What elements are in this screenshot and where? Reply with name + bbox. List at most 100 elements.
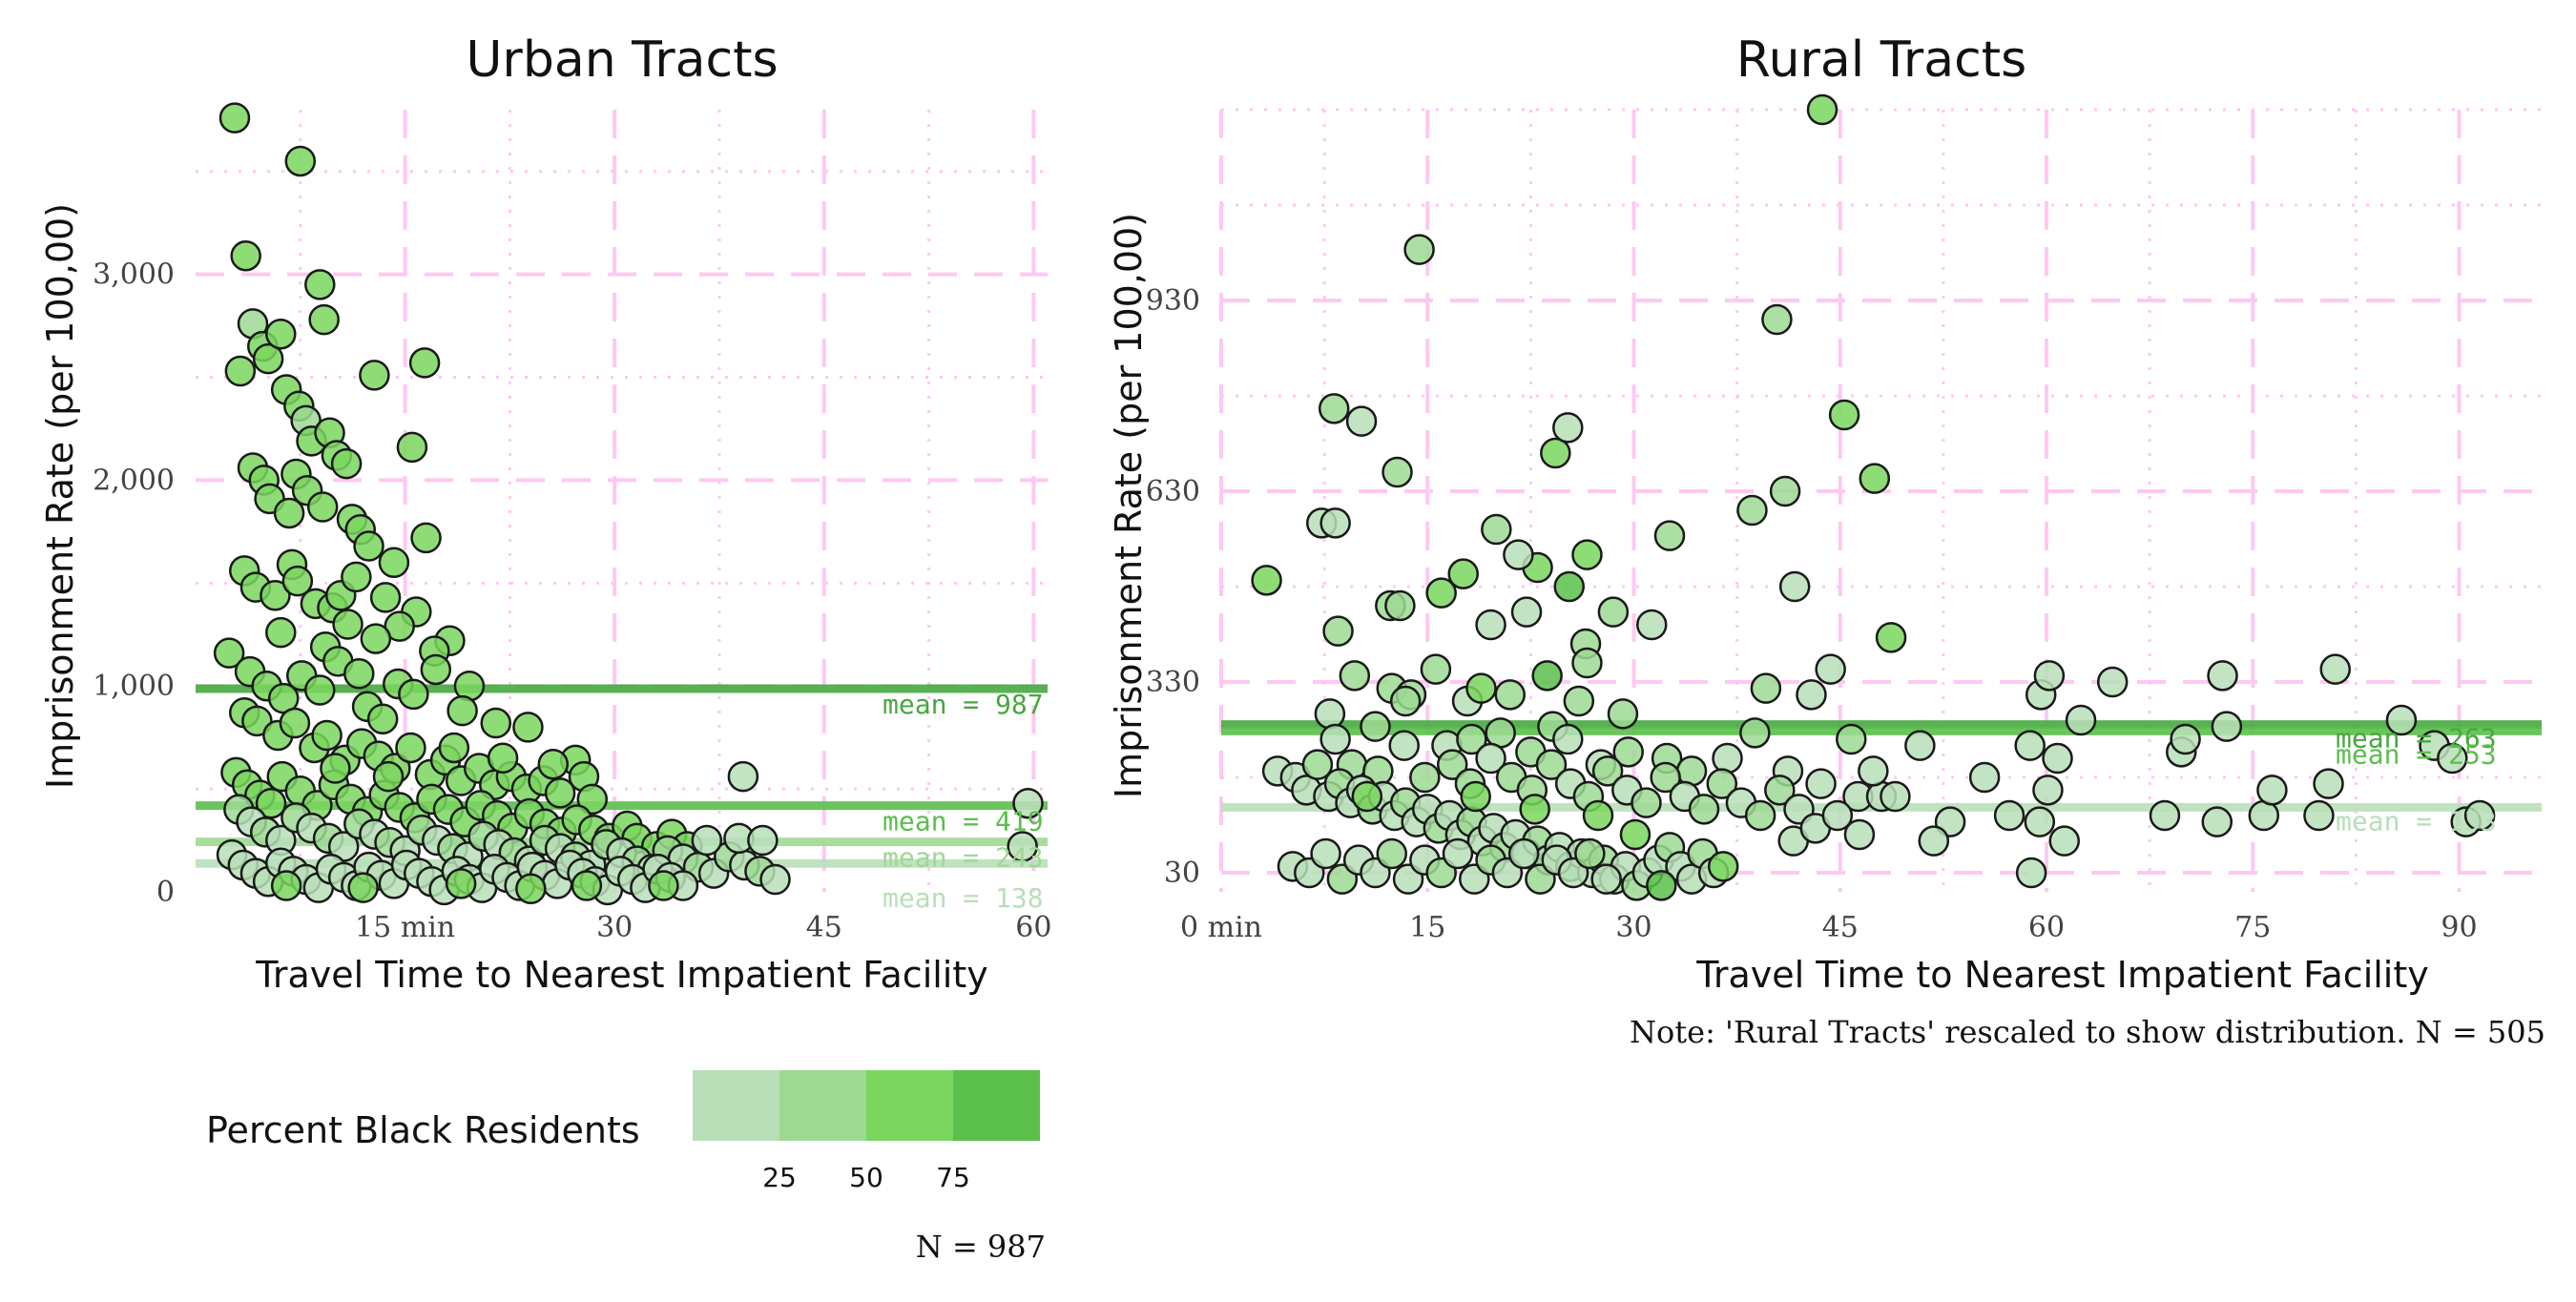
data-point	[1563, 685, 1595, 717]
legend-color-bin	[779, 1070, 866, 1141]
data-point	[332, 609, 364, 640]
data-point	[1815, 653, 1846, 685]
data-point	[1875, 622, 1907, 653]
rural-points	[1251, 93, 2496, 901]
data-point	[281, 565, 314, 597]
data-point	[378, 547, 410, 578]
data-point	[1481, 513, 1512, 546]
data-point	[1769, 475, 1801, 507]
urban-title: Urban Tracts	[466, 31, 778, 89]
data-point	[2149, 799, 2181, 832]
mean-label: mean = 253	[2336, 738, 2497, 770]
data-point	[2211, 711, 2243, 742]
data-point	[571, 870, 603, 901]
data-point	[1388, 730, 1420, 761]
data-point	[1646, 870, 1677, 901]
data-point	[1460, 780, 1491, 813]
data-point	[306, 491, 339, 523]
data-point	[320, 753, 351, 784]
data-point	[343, 658, 375, 690]
urban-y-ticks: 0 1,000 2,000 3,000	[93, 258, 175, 909]
data-point	[224, 355, 257, 387]
data-point	[1447, 558, 1479, 589]
data-point	[284, 145, 317, 177]
data-point	[2042, 742, 2073, 775]
data-point	[480, 707, 511, 739]
data-point	[1552, 723, 1584, 755]
data-point	[2207, 660, 2238, 692]
data-point	[1510, 596, 1543, 628]
x-tick-label: 30	[1615, 911, 1652, 944]
data-point	[1420, 653, 1452, 685]
x-tick-label: 15 min	[355, 911, 455, 944]
data-point	[1345, 405, 1378, 437]
data-point	[1619, 818, 1652, 851]
data-point	[445, 868, 477, 899]
data-point	[438, 732, 470, 764]
legend-color-bin	[693, 1070, 779, 1141]
data-point	[1612, 736, 1644, 768]
data-point	[1796, 679, 1827, 711]
data-point	[213, 637, 245, 669]
data-point	[544, 777, 576, 809]
data-point	[1251, 565, 1282, 596]
data-point	[537, 748, 570, 780]
data-point	[1553, 570, 1585, 603]
legend-color-bin	[866, 1070, 953, 1141]
x-tick-label: 75	[2234, 911, 2271, 944]
data-point	[1607, 698, 1639, 730]
data-point	[420, 653, 452, 686]
data-point	[727, 760, 759, 793]
data-point	[1319, 723, 1351, 755]
data-point	[1828, 399, 1860, 431]
y-tick-label: 30	[1164, 857, 1200, 890]
data-point	[347, 872, 379, 903]
data-point	[512, 712, 544, 743]
data-point	[1859, 463, 1891, 494]
data-point	[1968, 761, 2001, 794]
data-point	[1650, 761, 1681, 794]
data-point	[1736, 494, 1768, 527]
data-point	[1761, 303, 1793, 336]
data-point	[1339, 660, 1371, 692]
data-point	[311, 719, 343, 752]
data-point	[2014, 730, 2046, 761]
data-point	[1712, 742, 1743, 775]
legend-tick-50: 50	[849, 1162, 883, 1193]
data-point	[1597, 596, 1630, 628]
data-point	[1571, 539, 1603, 570]
data-point	[1653, 520, 1686, 551]
data-point	[1806, 93, 1839, 126]
data-point	[1475, 742, 1506, 775]
mean-label: mean = 263	[2336, 723, 2497, 754]
data-point	[2048, 825, 2080, 857]
data-point	[384, 610, 415, 642]
data-point	[1425, 577, 1457, 609]
data-point	[2065, 704, 2097, 736]
data-point	[1805, 768, 1837, 799]
legend-tick-25: 25	[762, 1162, 797, 1193]
urban-n-label: N = 987	[916, 1229, 1046, 1265]
data-point	[2303, 799, 2335, 832]
x-tick-label: 60	[2028, 911, 2065, 944]
data-point	[759, 863, 791, 896]
data-point	[1319, 507, 1351, 539]
data-point	[1540, 437, 1571, 469]
data-point	[1442, 837, 1474, 870]
data-point	[265, 318, 297, 350]
data-point	[447, 694, 478, 727]
data-point	[1436, 749, 1468, 780]
rural-x-axis-title: Travel Time to Nearest Impatient Facilit…	[1695, 954, 2429, 996]
data-point	[230, 239, 261, 272]
data-point	[2032, 775, 2064, 806]
x-tick-label: 90	[2441, 911, 2477, 944]
data-point	[1322, 615, 1354, 647]
data-point	[1389, 685, 1422, 717]
y-tick-label: 0	[156, 876, 175, 909]
data-point	[1918, 825, 1950, 857]
data-point	[2385, 704, 2418, 736]
data-point	[2463, 799, 2496, 832]
data-point	[648, 870, 679, 901]
data-point	[1465, 672, 1497, 704]
